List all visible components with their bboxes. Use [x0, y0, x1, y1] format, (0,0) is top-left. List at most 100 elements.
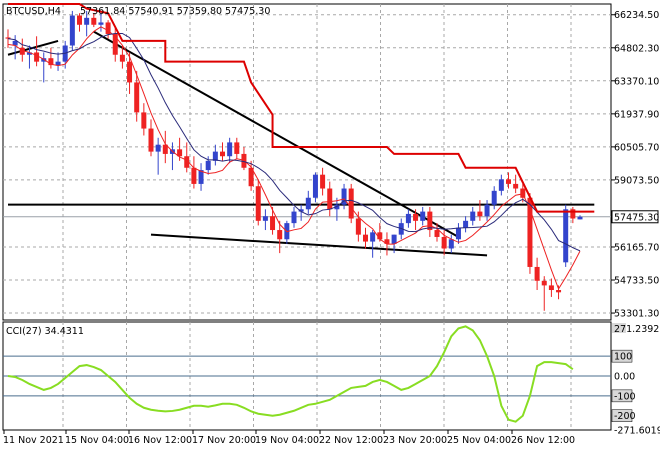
candle-body [69, 15, 75, 46]
cci-axis: 100 0.00 -100 -200 -271.6019 271.2392 [611, 323, 660, 437]
candle-body [413, 213, 419, 221]
candle-body [363, 234, 368, 242]
candle-body [234, 142, 240, 154]
trend-line [93, 30, 459, 238]
candle-body [527, 197, 533, 267]
candle-body [405, 213, 411, 224]
candle-body [506, 179, 511, 184]
time-tick-label: 17 Nov 20:00 [192, 435, 256, 446]
cci-polyline [7, 325, 574, 423]
candle-body [491, 190, 497, 205]
price-tick-label: 53301.30 [614, 309, 659, 320]
candle-body [84, 17, 90, 25]
candle-body [105, 22, 111, 34]
candle-body [420, 211, 426, 221]
cci-level-box [611, 349, 633, 363]
stop-level-line [8, 3, 595, 213]
candle-body [548, 285, 554, 291]
cci-tick-label: -271.6019 [614, 426, 660, 437]
candle-body [248, 167, 254, 187]
candle-body [427, 211, 433, 231]
candle-body [520, 188, 526, 198]
candle-body [563, 209, 569, 263]
overlays [7, 3, 595, 290]
candle-body [341, 188, 347, 205]
candle-body [127, 61, 133, 83]
candle-body [448, 239, 454, 249]
candle-body [205, 160, 211, 171]
candle-body [348, 188, 354, 219]
candle-body [484, 204, 490, 217]
candle-body [320, 174, 326, 189]
candle-body [513, 183, 519, 189]
cci-level-box [611, 389, 633, 403]
candle-body [270, 216, 276, 231]
time-tick-label: 22 Nov 12:00 [319, 435, 383, 446]
candle-body [291, 211, 297, 224]
price-tick-label: 64802.30 [614, 43, 659, 54]
ohlc-readout: 57361.84 57540.91 57359.80 57475.30 [80, 6, 270, 17]
candle-body [391, 234, 397, 244]
candle-body [191, 167, 197, 184]
candle-body [470, 211, 476, 221]
main-panel [2, 3, 612, 321]
price-tick-label: 54733.50 [614, 276, 659, 287]
candle-body [12, 40, 18, 46]
cci-tick-label: 100 [614, 352, 632, 363]
price-tick-label: 60505.70 [614, 142, 659, 153]
candle-body [212, 151, 218, 161]
time-tick-label: 16 Nov 12:00 [128, 435, 192, 446]
candle-body [34, 52, 40, 62]
candle-body [26, 52, 32, 55]
cci-level-box [611, 409, 633, 422]
cci-tick-label: 0.00 [614, 372, 635, 383]
price-tick-label: 56165.70 [614, 242, 659, 253]
price-tick-label: 59073.50 [614, 175, 659, 186]
candle-body [455, 227, 461, 240]
candle-body [162, 144, 168, 154]
candle-body [441, 236, 447, 249]
price-tick-label: 63370.10 [614, 76, 659, 87]
candle-body [384, 239, 390, 244]
time-tick-label: 26 Nov 12:00 [511, 435, 575, 446]
cci-top-box [612, 323, 626, 333]
candle-body [556, 290, 562, 293]
candle-body [541, 280, 547, 286]
time-tick-label: 25 Nov 04:00 [447, 435, 511, 446]
candle-body [119, 54, 125, 62]
candle-body [19, 47, 25, 55]
cci-grid [3, 322, 611, 430]
current-price-label: 57475.30 [614, 212, 659, 223]
candle-body [198, 170, 204, 184]
candle-body [48, 58, 54, 66]
candle-body [141, 112, 147, 129]
candle-body [55, 61, 61, 66]
symbol-label: BTCUSD,H4 [6, 6, 61, 17]
candle-body [463, 220, 469, 228]
candle-body [434, 230, 440, 237]
candle-body [298, 209, 304, 212]
candle-body [312, 174, 318, 198]
candle-body [498, 179, 504, 191]
candle-body [77, 15, 82, 25]
candle-body [155, 144, 161, 152]
time-tick-label: 15 Nov 04:00 [65, 435, 129, 446]
candle-body [477, 211, 483, 217]
candle-body [577, 216, 583, 220]
candle-body [370, 232, 376, 242]
cci-top-label: 271.2392 [614, 324, 659, 335]
cci-tick-label: -100 [614, 391, 636, 402]
price-tick-label: 66234.50 [614, 10, 659, 21]
candle-body [98, 22, 104, 25]
candle-body [570, 209, 576, 219]
candle-body [91, 17, 97, 25]
indicator-label: CCI(27) 34.4311 [6, 326, 84, 337]
candle-body [220, 151, 225, 157]
current-price-box [611, 210, 659, 224]
candle-body [227, 142, 233, 157]
ma-fast-line [7, 26, 581, 290]
cci-line [7, 325, 574, 423]
main-grid [3, 4, 611, 320]
